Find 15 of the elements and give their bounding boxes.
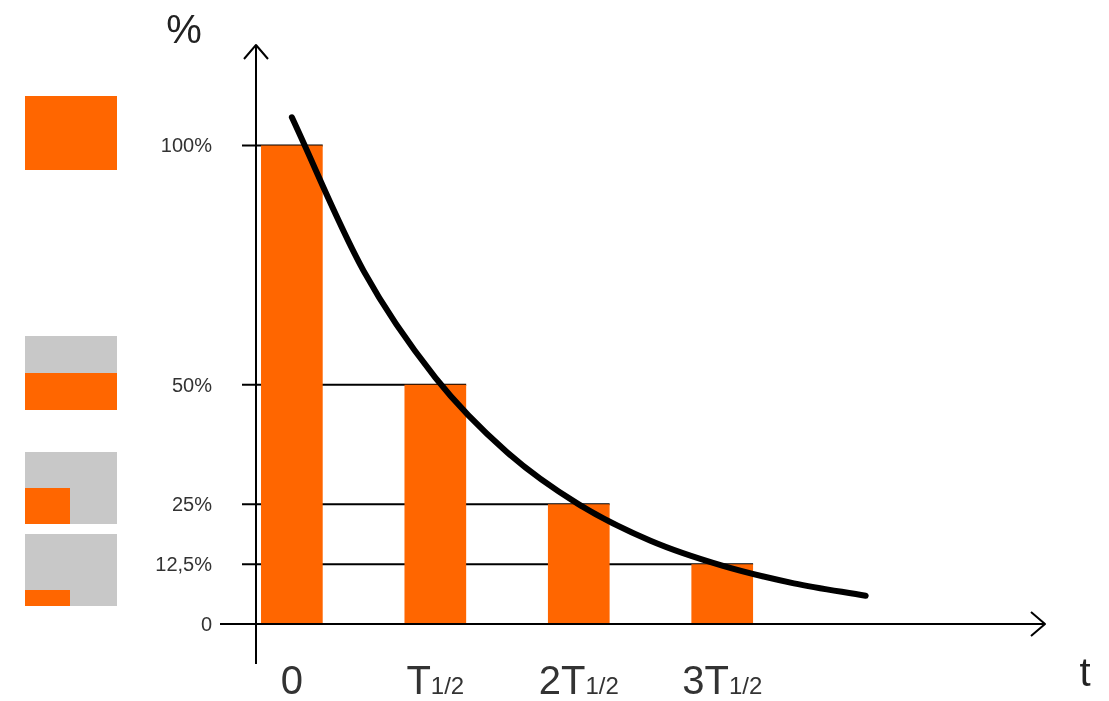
y-tick-label: 0 (200, 613, 212, 635)
y-tick-label: 50% (171, 373, 213, 396)
y-tick-label: 100% (160, 134, 213, 157)
bar (547, 504, 610, 624)
x-tick-label: T1/2 (406, 658, 465, 701)
y-tick-label: 25% (171, 493, 213, 516)
x-tick-label: 3T1/2 (682, 658, 763, 701)
bar (261, 145, 323, 624)
x-axis-title: t (1079, 650, 1091, 694)
x-tick-label: 2T1/2 (538, 658, 619, 701)
x-tick-label: 0 (280, 658, 303, 701)
y-tick-label: 12,5% (155, 553, 213, 576)
y-axis-title: % (166, 7, 202, 51)
bar (404, 384, 467, 624)
bar (691, 564, 754, 624)
